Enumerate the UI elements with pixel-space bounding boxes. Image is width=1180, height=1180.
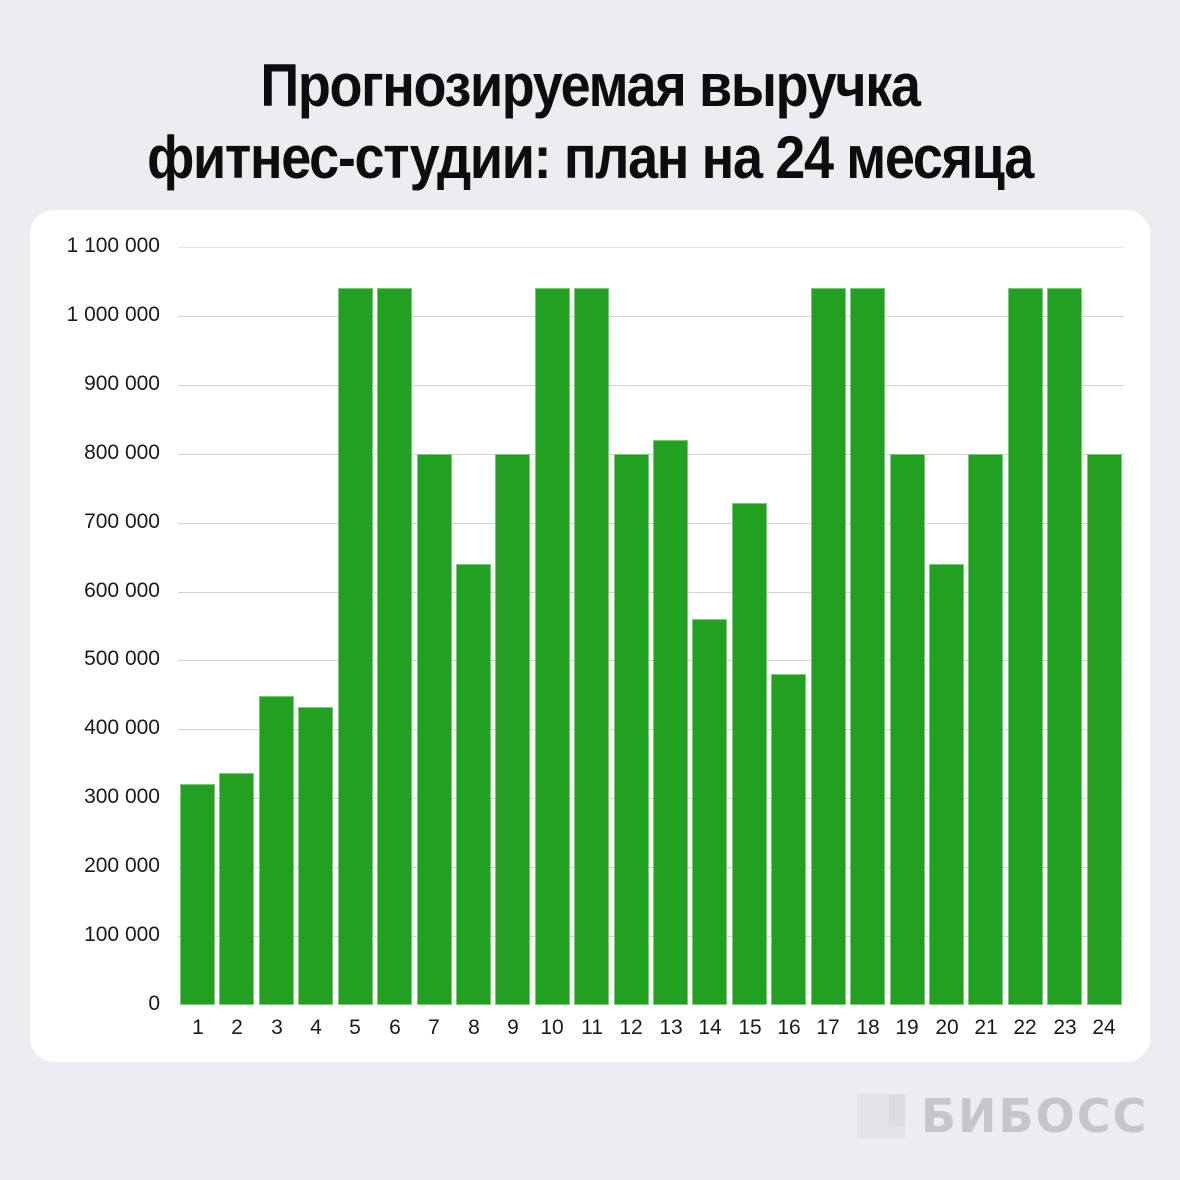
y-axis-tick-label: 0 [148, 992, 160, 1015]
x-axis-tick-label: 9 [507, 1016, 519, 1039]
y-axis-tick-label: 600 000 [84, 579, 160, 602]
gridline [178, 936, 1124, 937]
x-axis-tick-label: 10 [540, 1016, 564, 1039]
y-axis-tick-label: 400 000 [84, 716, 160, 739]
x-axis-tick-label: 13 [659, 1016, 683, 1039]
bar-month-18 [850, 288, 885, 1005]
bar-month-16 [771, 674, 806, 1005]
bar-month-2 [219, 773, 254, 1005]
x-axis-tick-label: 19 [895, 1016, 919, 1039]
x-axis-tick-label: 2 [231, 1016, 243, 1039]
x-axis-tick-label: 22 [1013, 1016, 1037, 1039]
gridline [178, 798, 1124, 799]
gridline [178, 592, 1124, 593]
bar-month-15 [732, 503, 767, 1005]
bar-month-9 [495, 454, 530, 1005]
y-axis-tick-label: 800 000 [84, 441, 160, 464]
y-axis-tick-label: 500 000 [84, 647, 160, 670]
x-axis-tick-label: 11 [581, 1016, 603, 1039]
x-axis-tick-label: 7 [428, 1016, 440, 1039]
bar-month-23 [1047, 288, 1082, 1005]
y-axis-tick-label: 300 000 [84, 785, 160, 808]
gridline [178, 316, 1124, 317]
x-axis-tick-label: 8 [468, 1016, 480, 1039]
x-axis-tick-label: 21 [974, 1016, 998, 1039]
gridline [178, 247, 1124, 248]
x-axis-tick-label: 6 [389, 1016, 401, 1039]
bar-month-5 [338, 288, 373, 1005]
bar-month-19 [890, 454, 925, 1005]
gridline [178, 454, 1124, 455]
x-axis-tick-label: 20 [935, 1016, 959, 1039]
x-axis-tick-label: 1 [192, 1016, 204, 1039]
x-axis-tick-label: 3 [271, 1016, 283, 1039]
bar-month-4 [298, 707, 333, 1005]
bar-month-3 [259, 696, 294, 1005]
x-axis-tick-label: 12 [619, 1016, 643, 1039]
logo-mark-icon [857, 1094, 905, 1138]
x-axis-tick-label: 14 [698, 1016, 722, 1039]
x-axis-tick-label: 17 [816, 1016, 840, 1039]
gridline [178, 867, 1124, 868]
chart-title: Прогнозируемая выручка фитнес-студии: пл… [59, 50, 1121, 194]
gridline [178, 660, 1124, 661]
x-axis-tick-label: 24 [1092, 1016, 1116, 1039]
y-axis-tick-label: 1 000 000 [66, 303, 160, 326]
y-axis-tick-label: 700 000 [84, 510, 160, 533]
logo-text: БИБОСС [921, 1089, 1149, 1143]
x-axis-tick-label: 15 [738, 1016, 762, 1039]
bar-month-22 [1008, 288, 1043, 1005]
bar-month-6 [377, 288, 412, 1005]
bar-month-14 [692, 619, 727, 1005]
x-axis-tick-label: 4 [310, 1016, 322, 1039]
y-axis-tick-label: 900 000 [84, 372, 160, 395]
bar-month-1 [180, 784, 215, 1005]
bar-month-10 [535, 288, 570, 1005]
y-axis-tick-label: 100 000 [84, 923, 160, 946]
bar-month-17 [811, 288, 846, 1005]
gridline [178, 729, 1124, 730]
x-axis-tick-label: 23 [1053, 1016, 1077, 1039]
y-axis-tick-label: 1 100 000 [66, 234, 160, 257]
bar-month-13 [653, 440, 688, 1005]
y-axis-tick-label: 200 000 [84, 854, 160, 877]
bar-month-12 [614, 454, 649, 1005]
bar-month-11 [574, 288, 609, 1005]
bar-month-8 [456, 564, 491, 1005]
gridline [178, 385, 1124, 386]
bar-month-20 [929, 564, 964, 1005]
bar-month-7 [417, 454, 452, 1005]
bar-month-24 [1087, 454, 1122, 1005]
x-axis-tick-label: 18 [856, 1016, 880, 1039]
x-axis-tick-label: 16 [777, 1016, 801, 1039]
brand-logo: БИБОСС [857, 1089, 1148, 1143]
gridline [178, 523, 1124, 524]
chart-title-line-1: Прогнозируемая выручка [260, 52, 921, 119]
chart-title-line-2: фитнес-студии: план на 24 месяца [147, 124, 1034, 191]
x-axis-tick-label: 5 [349, 1016, 361, 1039]
bar-month-21 [968, 454, 1003, 1005]
